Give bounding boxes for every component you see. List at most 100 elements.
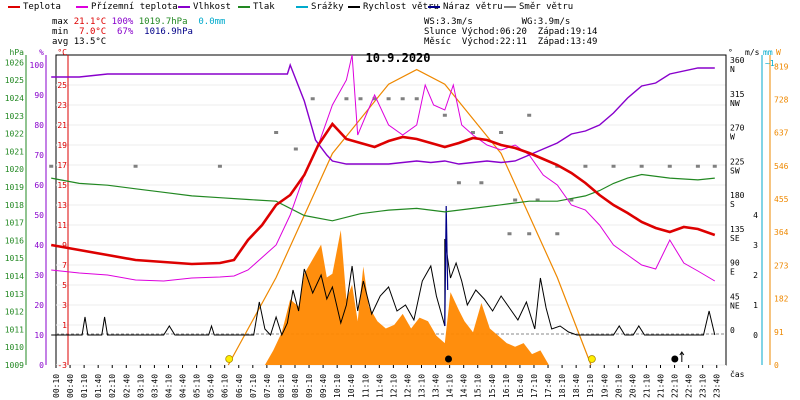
wind-direction-point [470,131,475,134]
hpa-tick-label: 1017 [5,219,24,228]
temp-tick-label: 9 [62,241,67,250]
wind-direction-point [555,232,560,236]
stats-min-humidity: 67% [117,27,134,37]
x-tick-label: 02:10 [108,374,117,398]
solar-measured-area [264,230,549,365]
temp-tick-label: 17 [57,161,67,170]
direction-degree-label: 45 [730,292,740,301]
x-tick-label: 08:40 [291,374,300,398]
legend-item: Srážky [296,2,344,14]
x-tick-label: 03:40 [150,374,159,398]
temp-tick-label: 19 [57,141,67,150]
solar-tick-label: 819 [774,62,789,71]
pct-axis-label: % [39,48,44,57]
hpa-tick-label: 1011 [5,325,24,334]
rain-axis-label: mm [763,48,773,57]
wind-direction-point [611,164,616,168]
x-tick-label: 14:10 [446,374,455,398]
x-tick-label: 18:10 [558,374,567,398]
x-tick-label: 08:10 [277,374,286,398]
sun-rise: Slunce Východ:06:20 [424,27,527,37]
hpa-tick-label: 1021 [5,147,24,156]
moonrise-arrow-head [679,351,685,356]
solar-tick-label: 182 [774,295,789,304]
humidity-line [51,62,715,165]
x-tick-label: 06:10 [221,374,230,398]
x-tick-label: 04:10 [164,374,173,398]
x-tick-label: 03:10 [136,374,145,398]
moon-rise: Měsíc Východ:22:11 [424,37,527,47]
pct-tick-label: 20 [34,301,44,310]
wind-direction-point [386,97,391,101]
wind-direction-point [456,181,461,185]
wind-row: WS:3.3m/s WG:3.9m/s [424,17,597,27]
legend-item: Náraz větru [428,2,503,14]
solar-tick-label: 273 [774,261,789,270]
pct-tick-label: 70 [34,151,44,160]
x-tick-label: 12:10 [389,374,398,398]
wind-direction-point [507,232,512,236]
x-tick-label: 07:40 [263,374,272,398]
x-tick-label: 14:40 [460,374,469,398]
wind-direction-point [527,113,532,117]
hpa-tick-label: 1010 [5,343,24,352]
hpa-tick-label: 1014 [5,272,24,281]
legend-swatch [428,5,440,8]
x-tick-label: 12:40 [403,374,412,398]
wind-direction-point [695,164,700,168]
solar-tick-label: 728 [774,95,789,104]
x-tick-label: 22:40 [685,374,694,398]
direction-name-label: E [730,268,735,277]
pct-tick-label: 40 [34,241,44,250]
wind-speed-avg: WS:3.3m/s [424,17,473,27]
pct-tick-label: 100 [30,61,45,70]
x-tick-label: 16:10 [502,374,511,398]
hpa-tick-label: 1025 [5,76,24,85]
hpa-tick-label: 1019 [5,183,24,192]
legend-item: Přízemní teplota [76,2,178,14]
wind-tick-label: 1 [753,301,758,310]
wind-direction-point [499,131,504,134]
stats-max-rain: 0.0mm [198,17,226,27]
pct-tick-label: 60 [34,181,44,190]
pct-tick-label: 0 [39,361,44,370]
hpa-tick-label: 1018 [5,201,24,210]
direction-degree-label: 0 [730,326,735,335]
temp-tick-label: 15 [57,181,67,190]
pct-tick-label: 90 [34,91,44,100]
direction-name-label: S [730,200,735,209]
direction-degree-label: 90 [730,259,740,268]
x-tick-label: 19:10 [586,374,595,398]
ground-temperature-line [51,54,716,282]
wind-direction-point [310,97,315,101]
x-tick-label: 13:40 [432,374,441,398]
direction-name-label: N [730,65,735,74]
stats-avg-temp: 13.5°C [73,37,107,47]
wind-tick-label: 4 [753,211,758,220]
legend-swatch [8,5,20,8]
x-tick-label: 05:40 [207,374,216,398]
temp-tick-label: 3 [62,301,67,310]
stats-min-pressure: 1016.9hPa [144,27,193,37]
x-tick-label: 20:40 [628,374,637,398]
moon-row: Měsíc Východ:22:11 Západ:13:49 [424,37,597,47]
wind-tick-label: 0 [753,331,758,340]
temperature-line [50,121,716,266]
wind-direction-point [400,97,405,101]
chart-title: 10.9.2020 [365,51,430,65]
x-tick-label: 17:40 [544,374,553,398]
wind-direction-point [358,97,363,101]
hpa-tick-label: 1024 [5,94,24,103]
stats-max-pressure: 1019.7hPa [138,17,188,27]
legend-swatch [504,5,516,8]
wind-direction-point [535,198,540,202]
x-tick-label: 15:10 [474,374,483,398]
wind-tick-label: 2 [753,271,758,280]
stats-max-label: max [52,17,69,27]
x-tick-label: 19:40 [600,374,609,398]
temp-tick-label: 11 [57,221,67,230]
x-tick-label: 23:10 [699,374,708,398]
direction-axis-label: ° [728,48,733,57]
x-tick-label: 16:40 [516,374,525,398]
x-tick-label: 21:10 [642,374,651,398]
